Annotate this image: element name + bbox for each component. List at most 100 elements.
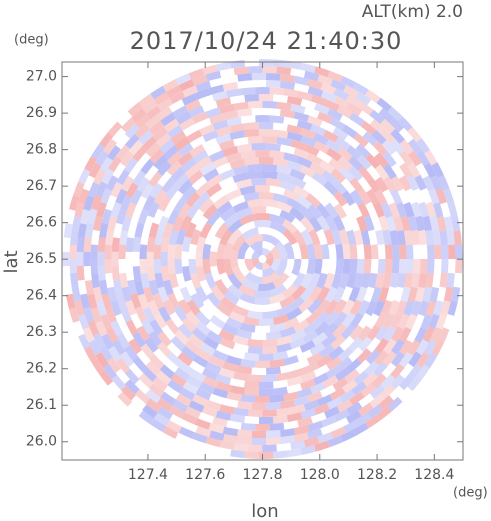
echo-cell — [293, 83, 310, 93]
echo-cell — [219, 337, 236, 350]
echo-cell — [205, 107, 222, 119]
echo-cell — [216, 259, 226, 275]
echo-cell — [142, 367, 158, 382]
echo-cell — [422, 215, 432, 232]
echo-cell — [313, 364, 330, 378]
echo-cell — [168, 272, 179, 289]
echo-cell — [376, 97, 392, 112]
echo-cell — [83, 307, 95, 323]
echo-cell — [418, 300, 429, 317]
echo-cell — [63, 223, 73, 239]
echo-cell — [184, 163, 201, 179]
echo-cell — [272, 122, 288, 132]
echo-cell — [105, 307, 117, 323]
echo-cell — [283, 88, 299, 98]
echo-cell — [330, 79, 347, 92]
echo-cell — [153, 412, 170, 427]
echo-cell — [208, 423, 225, 434]
echo-cell — [170, 335, 186, 352]
echo-cell — [152, 126, 168, 142]
echo-cell — [189, 135, 206, 149]
echo-cell — [296, 194, 312, 210]
echo-cell — [346, 272, 357, 289]
echo-cell — [148, 222, 160, 239]
echo-cell — [125, 182, 139, 199]
echo-cell — [69, 244, 77, 259]
echo-cell — [303, 144, 320, 157]
echo-cell — [371, 286, 382, 303]
echo-cell — [269, 422, 285, 431]
echo-cell — [107, 121, 123, 137]
echo-cell — [348, 165, 364, 182]
echo-cell — [148, 330, 163, 347]
echo-cell — [258, 451, 274, 459]
echo-cell — [105, 327, 119, 343]
echo-cell — [348, 336, 364, 353]
echo-cell — [333, 190, 348, 207]
echo-cell — [342, 124, 358, 139]
echo-cell — [125, 300, 137, 316]
echo-cell — [353, 132, 369, 148]
echo-cell — [99, 132, 114, 148]
echo-cell — [398, 326, 412, 343]
echo-cell — [342, 379, 358, 394]
echo-cell — [319, 159, 335, 174]
echo-cell — [177, 151, 194, 166]
echo-cell — [293, 147, 310, 160]
echo-cell — [215, 97, 232, 108]
echo-cell — [325, 139, 342, 153]
echo-cell — [158, 306, 172, 323]
echo-cell — [358, 312, 372, 329]
x-tick-label: 127.8 — [242, 467, 282, 483]
echo-cell — [377, 244, 386, 259]
echo-cell — [269, 185, 286, 196]
echo-cell — [310, 124, 326, 136]
echo-cell — [370, 259, 379, 274]
echo-cell — [286, 197, 303, 211]
echo-cell — [218, 367, 235, 379]
echo-cell — [262, 338, 278, 348]
y-tick-label: 26.3 — [26, 324, 57, 340]
echo-cell — [244, 246, 255, 259]
echo-cell — [275, 241, 288, 259]
echo-cell — [230, 449, 246, 459]
echo-cell — [365, 201, 378, 218]
echo-cell — [229, 130, 245, 140]
echo-cell — [138, 373, 154, 389]
echo-cell — [194, 418, 211, 430]
echo-cell — [407, 215, 418, 232]
echo-cell — [416, 150, 430, 166]
echo-cell — [232, 201, 249, 214]
echo-cell — [433, 259, 442, 274]
echo-cell — [240, 150, 256, 160]
echo-cell — [136, 152, 151, 168]
echo-cell — [390, 139, 405, 155]
echo-cell — [360, 272, 371, 289]
echo-cell — [121, 215, 132, 232]
echo-cell — [343, 85, 359, 98]
echo-cell — [199, 279, 213, 296]
echo-cell — [251, 430, 267, 439]
echo-cell — [236, 328, 252, 340]
echo-cell — [279, 109, 296, 119]
echo-cell — [333, 203, 348, 219]
echo-cell — [345, 410, 362, 424]
echo-cell — [399, 363, 414, 379]
echo-cell — [374, 164, 389, 181]
echo-cell — [179, 215, 193, 232]
echo-cell — [390, 351, 405, 368]
echo-cell — [398, 127, 414, 143]
echo-cell — [212, 387, 229, 399]
echo-cell — [365, 89, 381, 104]
echo-cell — [262, 136, 278, 144]
echo-cell — [215, 162, 232, 175]
echo-cell — [356, 215, 368, 232]
echo-cell — [208, 150, 225, 163]
echo-cell — [327, 70, 344, 83]
echo-cell — [218, 139, 235, 151]
echo-cell — [303, 182, 320, 197]
echo-cell — [306, 259, 316, 275]
echo-cell — [258, 318, 275, 327]
echo-cell — [291, 259, 302, 276]
echo-cell — [179, 117, 196, 131]
